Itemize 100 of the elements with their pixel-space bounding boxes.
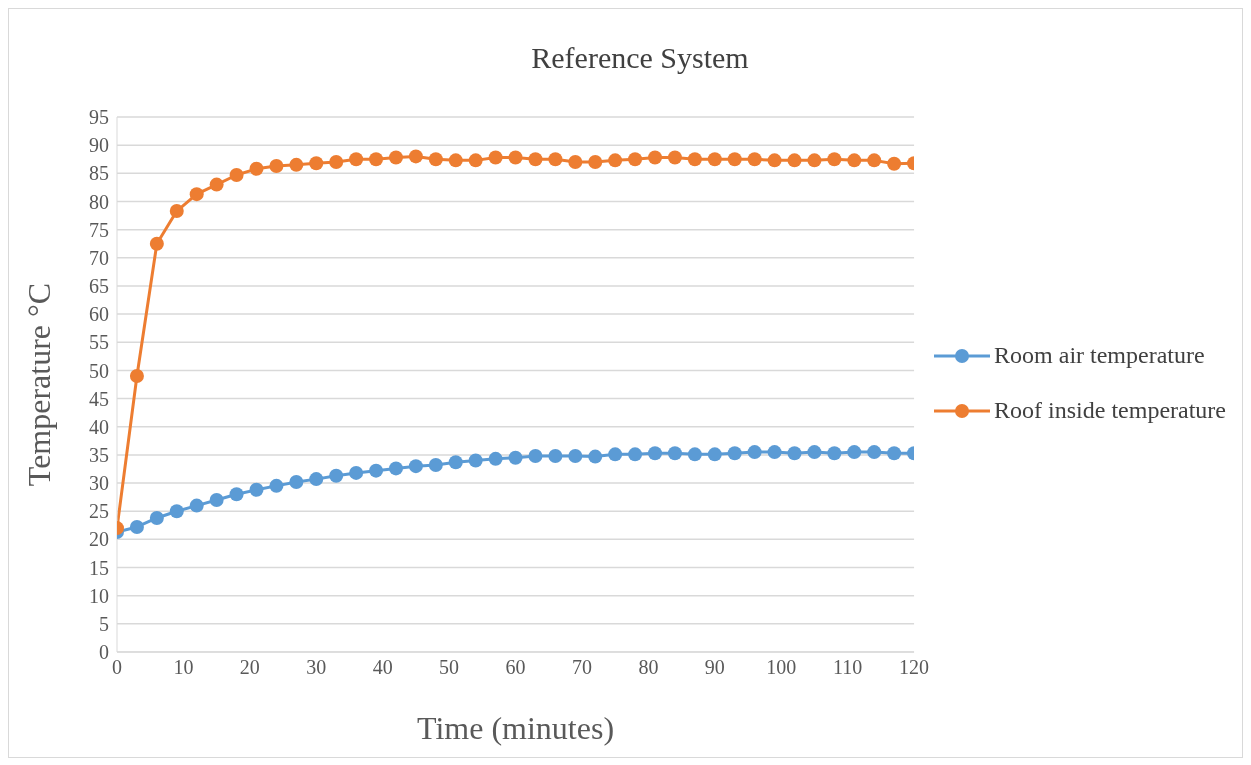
- y-tick-label: 55: [89, 331, 109, 354]
- point: [648, 446, 663, 461]
- point: [568, 155, 583, 170]
- point: [628, 152, 643, 167]
- point: [528, 152, 543, 167]
- y-tick-label: 40: [89, 415, 109, 438]
- point: [329, 155, 344, 170]
- y-tick-label: 10: [89, 584, 109, 607]
- chart-title: Reference System: [530, 41, 750, 75]
- y-tick-label: 90: [89, 134, 109, 157]
- point: [269, 478, 284, 493]
- x-tick-label: 50: [439, 656, 460, 679]
- x-tick-label: 30: [306, 656, 327, 679]
- point: [229, 487, 244, 502]
- point: [468, 453, 483, 468]
- point: [309, 156, 324, 171]
- point: [687, 447, 702, 462]
- x-tick-label: 90: [704, 656, 725, 679]
- point: [349, 465, 364, 480]
- point: [528, 449, 543, 464]
- point: [628, 447, 643, 462]
- point: [608, 447, 623, 462]
- legend-label: Room air temperature: [994, 342, 1205, 369]
- point: [169, 504, 184, 519]
- x-tick-label: 110: [833, 656, 863, 679]
- x-tick-label: 120: [899, 656, 930, 679]
- point: [149, 510, 164, 525]
- point: [747, 445, 762, 460]
- y-tick-label: 0: [99, 641, 109, 664]
- x-tick-label: 80: [638, 656, 659, 679]
- point: [349, 152, 364, 167]
- point: [408, 459, 423, 474]
- point: [588, 449, 603, 464]
- point: [408, 149, 423, 164]
- point: [488, 150, 503, 165]
- point: [568, 449, 583, 464]
- point: [648, 150, 663, 165]
- point: [149, 236, 164, 251]
- point: [428, 458, 443, 473]
- point: [847, 445, 862, 460]
- point: [249, 161, 264, 176]
- y-tick-label: 15: [89, 556, 109, 579]
- x-tick-label: 10: [173, 656, 194, 679]
- point: [767, 153, 782, 168]
- point: [787, 153, 802, 168]
- point: [448, 455, 463, 470]
- y-tick-label: 95: [89, 106, 109, 129]
- y-tick-label: 20: [89, 528, 109, 551]
- point: [448, 153, 463, 168]
- y-tick-label: 65: [89, 275, 109, 298]
- x-tick-label: 20: [239, 656, 260, 679]
- point: [747, 152, 762, 167]
- point: [249, 482, 264, 497]
- point: [468, 153, 483, 168]
- y-tick-label: 25: [89, 500, 109, 523]
- y-tick-label: 30: [89, 472, 109, 495]
- point: [727, 152, 742, 167]
- point: [209, 492, 224, 507]
- y-tick-label: 45: [89, 387, 109, 410]
- point: [707, 152, 722, 167]
- point: [488, 451, 503, 466]
- point: [588, 155, 603, 170]
- point: [867, 445, 882, 460]
- point: [289, 157, 304, 172]
- point: [548, 152, 563, 167]
- point: [189, 187, 204, 202]
- point: [309, 472, 324, 487]
- point: [667, 150, 682, 165]
- point: [329, 468, 344, 483]
- point: [169, 204, 184, 219]
- point: [189, 498, 204, 513]
- y-tick-label: 5: [99, 612, 109, 635]
- y-tick-label: 70: [89, 246, 109, 269]
- y-tick-label: 80: [89, 190, 109, 213]
- point: [129, 519, 144, 534]
- point: [508, 150, 523, 165]
- point: [508, 450, 523, 465]
- y-tick-label: 60: [89, 303, 109, 326]
- point: [847, 153, 862, 168]
- point: [289, 474, 304, 489]
- point: [388, 461, 403, 476]
- y-tick-label: 50: [89, 359, 109, 382]
- point: [388, 150, 403, 165]
- point: [548, 449, 563, 464]
- point: [667, 446, 682, 461]
- point: [369, 152, 384, 167]
- point: [129, 369, 144, 384]
- point: [687, 152, 702, 167]
- point: [867, 153, 882, 168]
- point: [608, 153, 623, 168]
- point: [428, 152, 443, 167]
- point: [787, 446, 802, 461]
- point: [727, 446, 742, 461]
- point: [807, 153, 822, 168]
- point: [887, 446, 902, 461]
- point: [767, 445, 782, 460]
- y-tick-label: 85: [89, 162, 109, 185]
- x-tick-label: 60: [505, 656, 526, 679]
- point: [827, 152, 842, 167]
- x-axis-title: Time (minutes): [417, 710, 615, 746]
